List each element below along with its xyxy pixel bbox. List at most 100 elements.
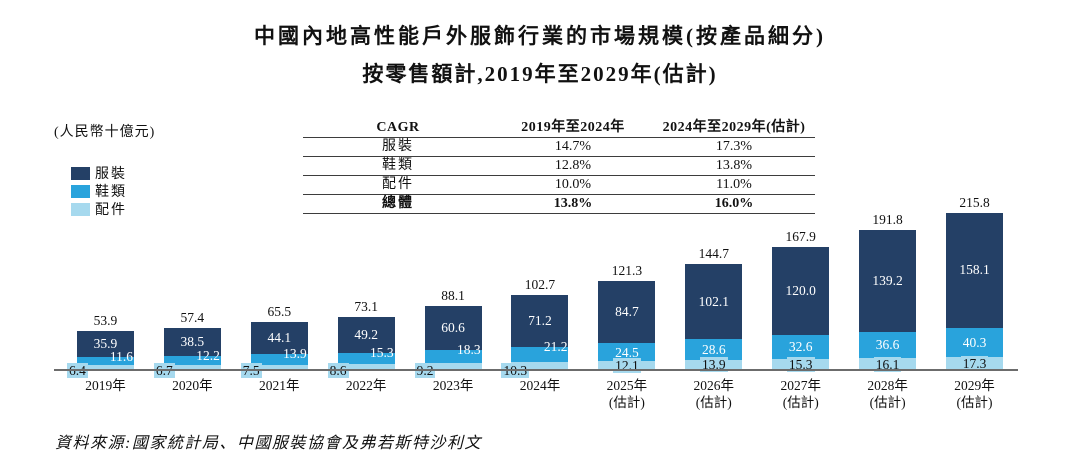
stacked-bar-2022年: 73.149.215.38.6	[327, 299, 395, 378]
total-value-label: 88.1	[441, 287, 465, 303]
chart-title: 中國內地高性能戶外服飾行業的市場規模(按產品細分) 按零售額計,2019年至20…	[0, 20, 1080, 88]
bar-slot-2026年: 144.7 102.1 28.6 13.9	[670, 186, 757, 373]
x-axis-year: 2026年	[693, 378, 735, 393]
segment-footwear	[250, 354, 308, 365]
legend-label-footwear: 鞋類	[95, 185, 127, 200]
footwear-value-label: 21.2	[543, 339, 568, 355]
x-axis-label-2026年: 2026年 (估計)	[670, 377, 757, 411]
bar-slot-2025年: 121.3 84.7 24.5 12.1	[583, 186, 670, 374]
clothing-value-label: 35.9	[93, 335, 118, 351]
segment-clothing: 158.1	[946, 212, 1004, 328]
bar-slot-2019年: 53.935.911.66.4	[62, 186, 149, 378]
x-axis-year: 2023年	[432, 378, 474, 393]
total-value-label: 53.9	[93, 312, 118, 328]
x-axis-year: 2022年	[345, 378, 387, 393]
clothing-value-label: 49.2	[354, 326, 378, 342]
bar-slot-2022年: 73.149.215.38.6	[323, 186, 410, 378]
cagr-value-cell: 16.0%	[653, 194, 815, 214]
cagr-row-總體: 總體 13.8% 16.0%	[303, 194, 815, 214]
x-axis-year: 2019年	[85, 378, 126, 393]
accessories-swatch-icon	[71, 202, 90, 216]
accessories-value-chip: 15.3	[786, 356, 815, 372]
footwear-value-label: 24.5	[615, 344, 639, 360]
x-axis-estimate-note: (估計)	[956, 395, 993, 410]
footwear-value-label: 28.6	[701, 341, 726, 357]
plot-area: 53.935.911.66.457.438.512.26.765.544.113…	[62, 186, 1018, 378]
cagr-value-cell: 10.0%	[493, 175, 653, 195]
title-line-2: 按零售額計,2019年至2029年(估計)	[362, 62, 718, 86]
stacked-bar-2025年: 121.3 84.7 24.5 12.1	[598, 263, 656, 374]
clothing-value-label: 84.7	[615, 304, 639, 320]
cagr-row-服裝: 服裝 14.7% 17.3%	[303, 137, 815, 157]
total-value-label: 167.9	[785, 229, 816, 245]
x-axis-labels: 2019年 2020年 2021年 2022年 2023年 2024年 2025年 (估計) 2…	[62, 377, 1018, 411]
total-value-label: 57.4	[180, 310, 205, 326]
cagr-value-cell: 13.8%	[493, 194, 653, 214]
segment-accessories	[337, 363, 395, 370]
bar-slot-2028年: 191.8 139.2 36.6 16.1	[844, 186, 931, 372]
cagr-header-cell: 2019年至2024年	[493, 119, 653, 138]
cagr-row-label: 總體	[303, 194, 493, 214]
clothing-value-label: 102.1	[698, 293, 729, 309]
segment-clothing: 35.9	[76, 330, 134, 357]
cagr-row-鞋類: 鞋類 12.8% 13.8%	[303, 156, 815, 176]
segment-accessories	[163, 365, 221, 370]
x-axis-year: 2020年	[172, 378, 213, 393]
cagr-row-label: 鞋類	[303, 156, 493, 176]
segment-footwear	[76, 356, 134, 366]
x-axis-label-2029年: 2029年 (估計)	[931, 377, 1018, 411]
x-axis-label-2022年: 2022年	[323, 377, 410, 411]
accessories-value-label: 17.3	[946, 356, 1003, 372]
footwear-swatch-icon	[71, 184, 90, 198]
cagr-header-cell: 2024年至2029年(估計)	[653, 119, 815, 138]
cagr-row-label: 配件	[303, 175, 493, 195]
segment-footwear	[946, 327, 1004, 358]
segment-footwear	[598, 343, 656, 362]
segment-clothing: 139.2	[859, 229, 917, 332]
title-line-1: 中國內地高性能戶外服飾行業的市場規模(按產品細分)	[254, 24, 826, 48]
footwear-value-label: 12.2	[196, 348, 220, 364]
x-axis-estimate-note: (估計)	[782, 395, 819, 410]
segment-accessories	[76, 365, 134, 370]
bar-slot-2027年: 167.9 120.0 32.6 15.3	[757, 186, 844, 372]
legend-label-accessories: 配件	[95, 203, 127, 218]
segment-clothing: 44.1	[250, 322, 308, 355]
cagr-table: CAGR 2019年至2024年 2024年至2029年(估計) 服裝 14.7% 17.…	[303, 119, 815, 214]
cagr-value-cell: 17.3%	[653, 137, 815, 157]
total-value-label: 191.8	[872, 211, 903, 227]
stacked-bar-2026年: 144.7 102.1 28.6 13.9	[685, 246, 743, 373]
cagr-row-配件: 配件 10.0% 11.0%	[303, 175, 815, 195]
legend-item-accessories: 配件	[71, 200, 127, 218]
footwear-value-label: 36.6	[875, 337, 900, 353]
clothing-value-label: 158.1	[959, 262, 990, 278]
segment-clothing: 102.1	[685, 264, 743, 339]
clothing-value-label: 38.5	[180, 334, 205, 350]
bar-slot-2024年: 102.771.221.210.3	[497, 186, 584, 378]
segment-footwear	[859, 331, 917, 359]
total-value-label: 215.8	[959, 194, 990, 210]
legend-label-clothing: 服裝	[95, 167, 127, 182]
x-axis-label-2028年: 2028年 (估計)	[844, 377, 931, 411]
cagr-header-row: CAGR 2019年至2024年 2024年至2029年(估計)	[303, 119, 815, 138]
segment-footwear	[772, 335, 830, 359]
cagr-row-label: 服裝	[303, 137, 493, 157]
bar-slot-2021年: 65.544.113.97.5	[236, 186, 323, 378]
x-axis-year: 2029年	[954, 378, 995, 393]
clothing-value-label: 120.0	[785, 283, 816, 299]
bar-slot-2029年: 215.8 158.1 40.3 17.3	[931, 186, 1018, 372]
accessories-value-label: 13.9	[685, 357, 742, 373]
footwear-value-label: 18.3	[456, 341, 481, 357]
segment-accessories	[424, 363, 482, 370]
footwear-value-label: 11.6	[109, 348, 133, 364]
stacked-bar-2020年: 57.438.512.26.7	[153, 310, 221, 378]
x-axis-line	[54, 369, 1018, 371]
x-axis-label-2020年: 2020年	[149, 377, 236, 411]
x-axis-year: 2028年	[867, 378, 908, 393]
stacked-bar-2028年: 191.8 139.2 36.6 16.1	[859, 212, 917, 372]
clothing-value-label: 60.6	[441, 319, 465, 335]
bar-slot-2023年: 88.160.618.39.2	[410, 186, 497, 378]
total-value-label: 144.7	[698, 246, 729, 262]
clothing-swatch-icon	[71, 166, 90, 180]
accessories-value-chip: 17.3	[960, 356, 989, 372]
